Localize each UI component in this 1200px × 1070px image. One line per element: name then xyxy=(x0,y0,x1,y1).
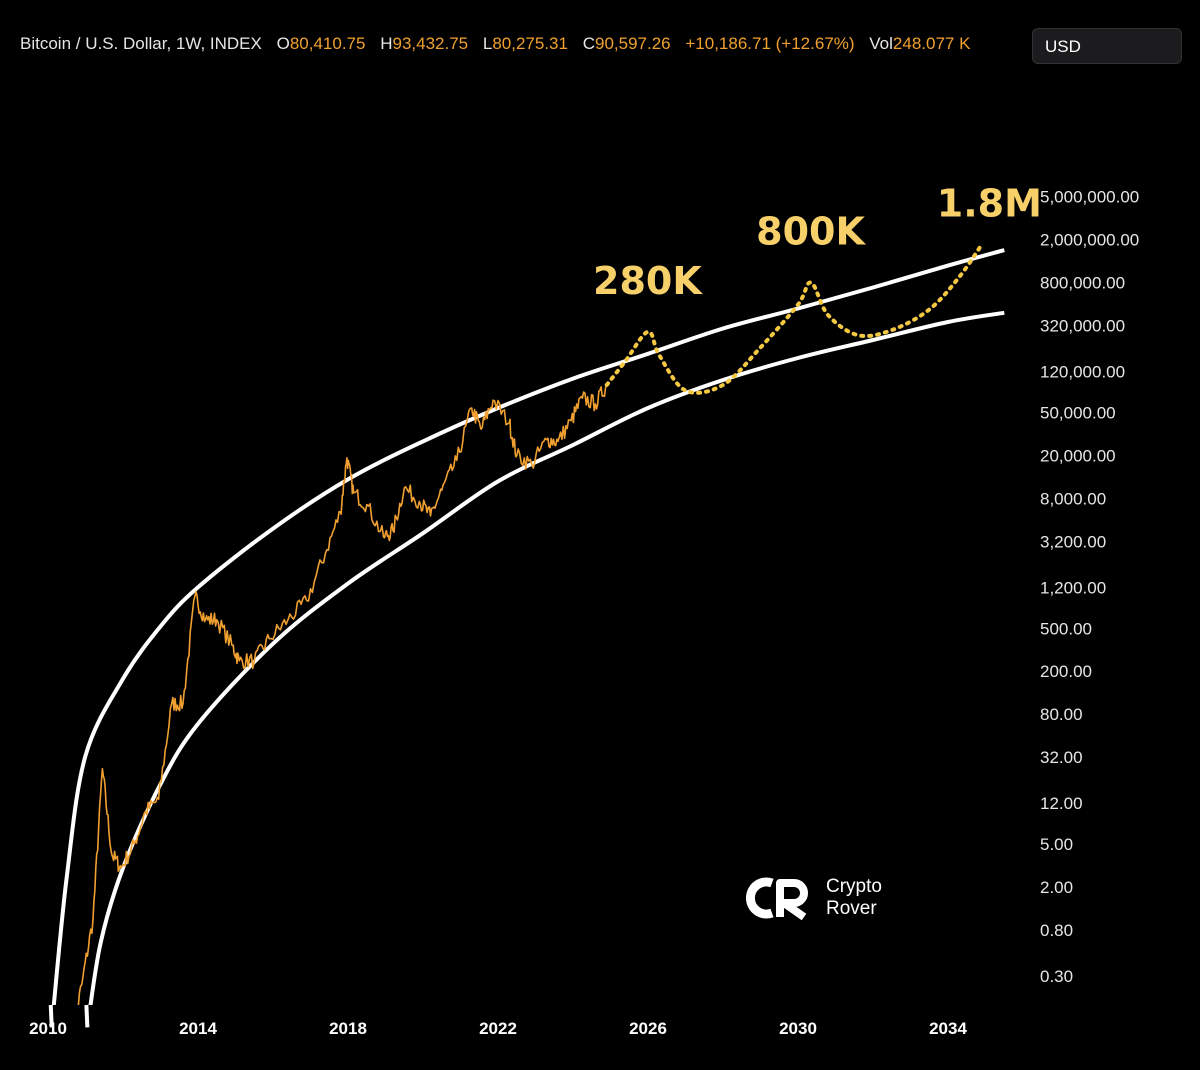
high-value: 93,432.75 xyxy=(392,34,469,53)
y-tick-label: 800,000.00 xyxy=(1040,274,1125,293)
symbol-title: Bitcoin / U.S. Dollar, 1W, INDEX xyxy=(20,34,262,53)
channel-upper-line xyxy=(51,248,1005,1005)
low-value: 80,275.31 xyxy=(492,34,568,53)
y-tick-label: 8,000.00 xyxy=(1040,489,1106,508)
volume-label: Vol xyxy=(869,34,893,53)
y-tick-label: 2.00 xyxy=(1040,878,1073,897)
x-tick-label: 2014 xyxy=(179,1019,217,1038)
currency-selector[interactable]: USD xyxy=(1032,28,1182,64)
low-label: L xyxy=(482,34,493,53)
annotation-800k: 800K xyxy=(756,210,866,254)
chart-header: Bitcoin / U.S. Dollar, 1W, INDEX O80,410… xyxy=(20,34,970,54)
y-tick-label: 5.00 xyxy=(1040,835,1073,854)
logo-line-2: Rover xyxy=(826,898,877,919)
y-tick-label: 3,200.00 xyxy=(1040,532,1106,551)
cr-logo-icon xyxy=(746,877,808,921)
logo-line-1: Crypto xyxy=(826,876,882,897)
y-tick-label: 320,000.00 xyxy=(1040,316,1125,335)
y-tick-label: 50,000.00 xyxy=(1040,403,1116,422)
y-tick-label: 2,000,000.00 xyxy=(1040,231,1139,250)
y-tick-label: 1,200.00 xyxy=(1040,578,1106,597)
y-tick-label: 12.00 xyxy=(1040,794,1083,813)
x-tick-label: 2022 xyxy=(479,1019,517,1038)
x-tick-label: 2010 xyxy=(29,1019,67,1038)
price-series-line xyxy=(77,384,608,1005)
x-tick-label: 2030 xyxy=(779,1019,817,1038)
y-tick-label: 120,000.00 xyxy=(1040,362,1125,381)
y-tick-label: 32.00 xyxy=(1040,748,1083,767)
open-value: 80,410.75 xyxy=(289,34,366,53)
y-tick-label: 20,000.00 xyxy=(1040,446,1116,465)
x-tick-label: 2018 xyxy=(329,1019,367,1038)
crypto-rover-logo: Crypto Rover xyxy=(746,875,882,921)
y-tick-label: 0.80 xyxy=(1040,921,1073,940)
y-tick-label: 200.00 xyxy=(1040,662,1092,681)
x-tick-label: 2026 xyxy=(629,1019,667,1038)
y-tick-label: 0.30 xyxy=(1040,967,1073,986)
close-label: C xyxy=(582,34,595,53)
volume-value: 248.077 K xyxy=(892,34,971,53)
annotation-280k: 280K xyxy=(593,259,703,303)
y-tick-label: 500.00 xyxy=(1040,619,1092,638)
high-label: H xyxy=(380,34,393,53)
annotation-1-8m: 1.8M xyxy=(937,182,1042,226)
y-tick-label: 80.00 xyxy=(1040,705,1083,724)
y-tick-label: 5,000,000.00 xyxy=(1040,188,1139,207)
channel-upper-tail xyxy=(48,1004,54,1028)
close-value: 90,597.26 xyxy=(594,34,671,53)
channel-lower-tail xyxy=(84,1004,90,1028)
x-tick-label: 2034 xyxy=(929,1019,967,1038)
change-value: +10,186.71 (+12.67%) xyxy=(685,34,855,53)
open-label: O xyxy=(276,34,290,53)
projection-dotted-line xyxy=(604,242,984,395)
